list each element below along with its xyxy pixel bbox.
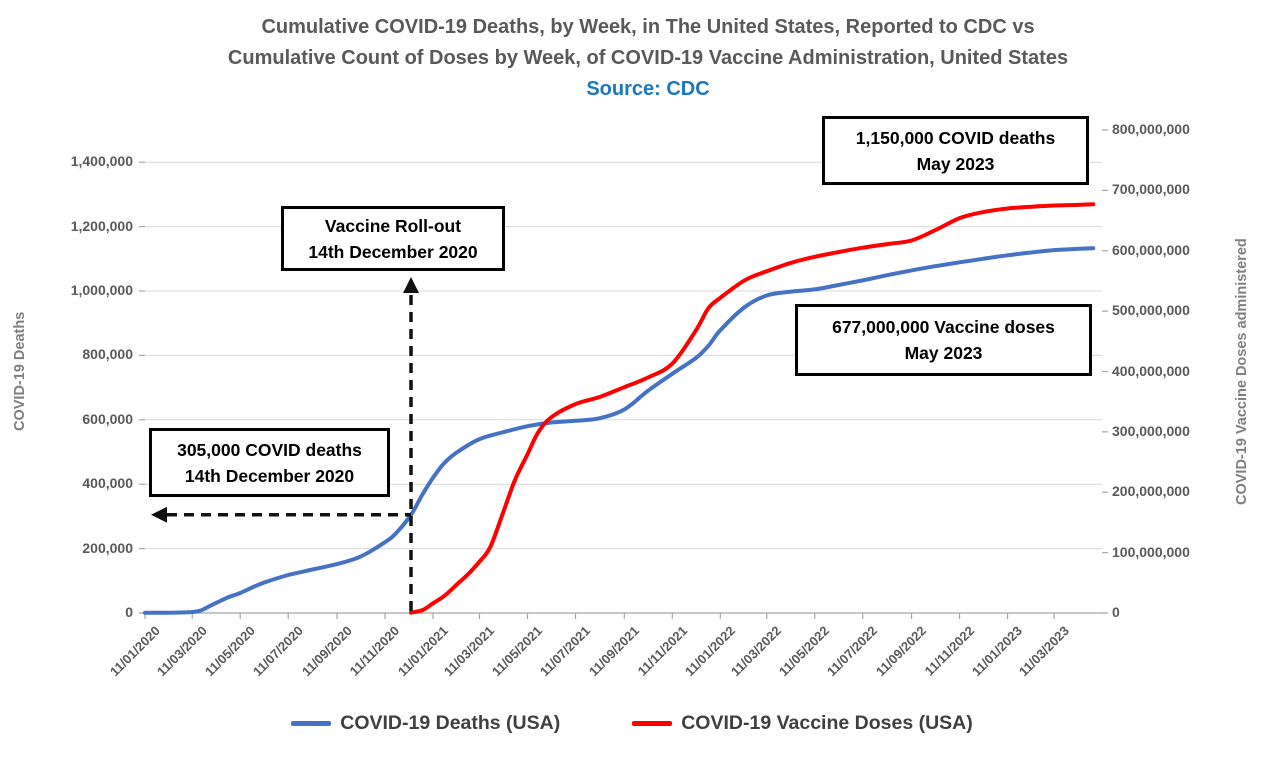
right-axis-tick-label: 100,000,000	[1112, 543, 1190, 560]
annotation-doses-may-2023: 677,000,000 Vaccine doses May 2023	[795, 304, 1092, 376]
annotation-line2: May 2023	[904, 343, 983, 363]
left-axis-tick-label: 200,000	[82, 539, 133, 556]
left-axis-tick-label: 1,200,000	[70, 217, 133, 234]
right-axis-tick-label: 700,000,000	[1112, 181, 1190, 198]
annotation-line2: 14th December 2020	[184, 465, 355, 486]
legend-line-swatch	[632, 721, 673, 726]
left-axis-tick-label: 800,000	[82, 346, 133, 363]
chart-title-line2: Cumulative Count of Doses by Week, of CO…	[227, 47, 1069, 69]
left-axis-tick-label: 600,000	[82, 410, 133, 427]
annotation-deaths-dec-2020: 305,000 COVID deaths 14th December 2020	[149, 428, 390, 497]
legend-line-swatch	[291, 721, 332, 726]
annotation-deaths-may-2023: 1,150,000 COVID deaths May 2023	[822, 116, 1089, 185]
up-arrowhead-icon	[403, 277, 420, 293]
right-axis-tick-label: 300,000,000	[1112, 422, 1190, 439]
legend-item-doses: COVID-19 Vaccine Doses (USA)	[632, 712, 973, 735]
right-axis-tick-label: 200,000,000	[1112, 483, 1190, 500]
right-axis-tick-label: 500,000,000	[1112, 302, 1190, 319]
legend-label: COVID-19 Deaths (USA)	[340, 712, 561, 734]
annotation-line2: 14th December 2020	[308, 241, 478, 262]
left-axis-title: COVID-19 Deaths	[12, 311, 28, 432]
legend-item-deaths: COVID-19 Deaths (USA)	[291, 712, 560, 735]
left-axis-tick-label: 400,000	[82, 475, 133, 492]
series-line-deaths	[143, 246, 1096, 615]
annotation-line1: 1,150,000 COVID deaths	[855, 127, 1056, 148]
right-axis-title: COVID-19 Vaccine Doses administered	[1234, 238, 1250, 505]
left-axis-tick-label: 1,400,000	[70, 153, 133, 170]
right-axis-tick-label: 0	[1112, 604, 1120, 620]
right-axis-tick-label: 800,000,000	[1112, 121, 1190, 137]
chart-source: Source: CDC	[586, 78, 710, 100]
chart-title-block: Cumulative COVID-19 Deaths, by Week, in …	[32, 12, 1264, 105]
series-line-doses	[409, 202, 1096, 615]
annotation-vaccine-rollout: Vaccine Roll-out 14th December 2020	[281, 206, 505, 271]
chart-title-line1: Cumulative COVID-19 Deaths, by Week, in …	[261, 16, 1035, 38]
annotation-line1: 677,000,000 Vaccine doses	[832, 317, 1055, 337]
annotation-line2: May 2023	[916, 153, 995, 174]
left-arrowhead-icon	[151, 506, 167, 523]
left-axis-tick-label: 1,000,000	[70, 282, 133, 298]
left-axis-tick-label: 0	[125, 604, 133, 620]
legend: COVID-19 Deaths (USA) COVID-19 Vaccine Do…	[0, 712, 1264, 735]
legend-label: COVID-19 Vaccine Doses (USA)	[681, 712, 973, 734]
annotation-line1: 305,000 COVID deaths	[177, 439, 362, 460]
right-axis-tick-label: 400,000,000	[1112, 362, 1190, 379]
right-axis-tick-label: 600,000,000	[1112, 241, 1190, 258]
annotation-line1: Vaccine Roll-out	[324, 215, 462, 236]
